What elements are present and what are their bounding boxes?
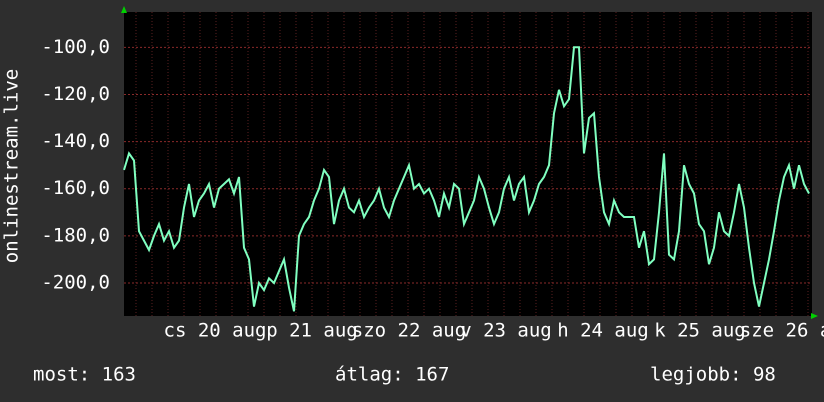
y-tick-label: -140,0: [41, 130, 110, 152]
footer-stat: átlag: 167: [335, 364, 449, 386]
y-tick-label: -160,0: [41, 177, 110, 199]
x-tick-label: v 23 aug: [460, 320, 552, 342]
data-line: [123, 46, 810, 312]
y-tick-label: -180,0: [41, 224, 110, 246]
y-tick-label: -200,0: [41, 272, 110, 294]
x-tick-label: cs 20 aug: [164, 320, 267, 342]
x-tick-label: p 21 aug: [266, 320, 358, 342]
x-tick-label: k 25 aug: [654, 320, 746, 342]
footer-stat: most: 163: [33, 364, 136, 386]
y-tick-label: -120,0: [41, 83, 110, 105]
plot-area: [124, 12, 812, 316]
y-axis-label: onlinestream.live: [1, 69, 23, 263]
axis-arrow: [811, 313, 818, 319]
footer-stat: legjobb: 98: [650, 364, 776, 386]
axis-arrow: [121, 6, 127, 13]
x-tick-label: szo 22 aug: [352, 320, 466, 342]
x-tick-label: h 24 aug: [557, 320, 649, 342]
x-tick-label: sze 26 aug: [740, 320, 824, 342]
y-tick-label: -100,0: [41, 36, 110, 58]
